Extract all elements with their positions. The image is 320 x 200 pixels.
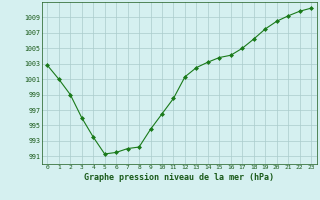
X-axis label: Graphe pression niveau de la mer (hPa): Graphe pression niveau de la mer (hPa) (84, 173, 274, 182)
